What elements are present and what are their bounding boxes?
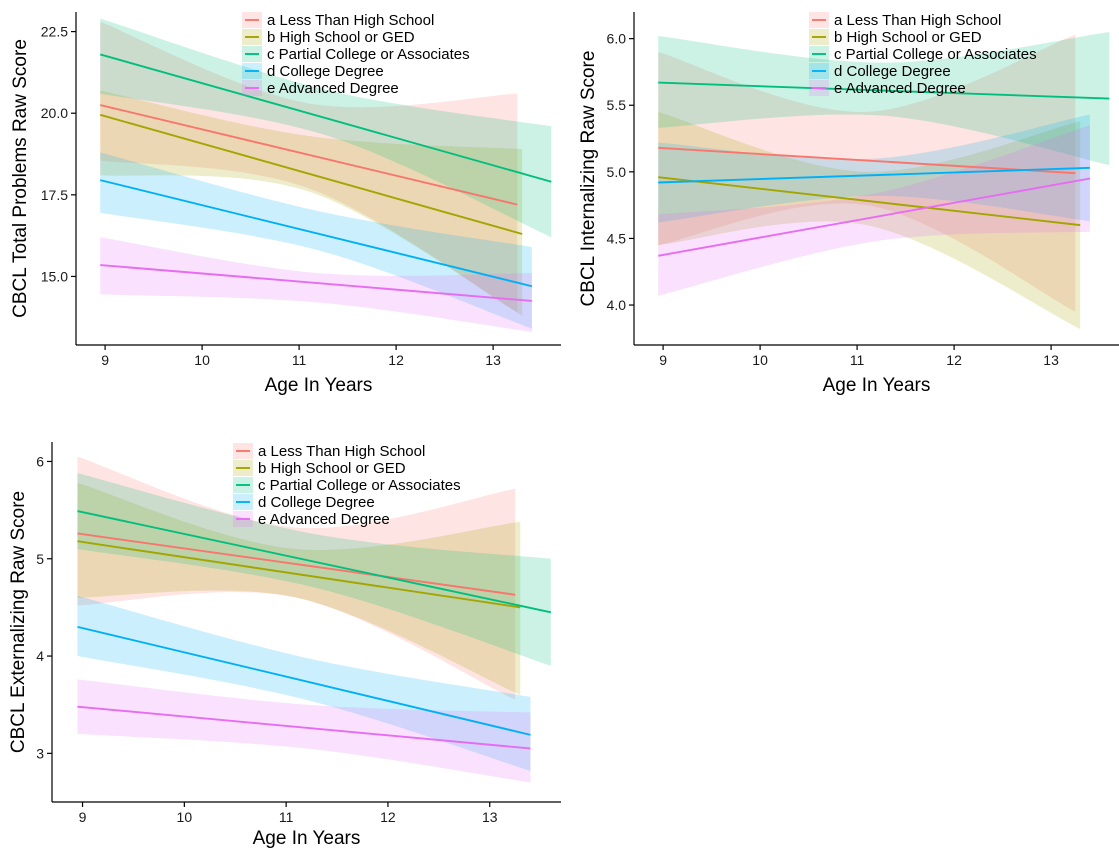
series-line-college-degree [658, 166, 1090, 184]
legend-label-advanced-degree: e Advanced Degree [258, 511, 390, 528]
ci-band-partial-college-or-associates [658, 31, 1110, 166]
series-line-advanced-degree [100, 264, 532, 302]
y-tick-label: 5 [36, 551, 44, 567]
y-tick-label: 4.0 [607, 297, 627, 313]
y-tick-label: 15.0 [41, 268, 68, 284]
ci-band-partial-college-or-associates [77, 473, 551, 666]
x-axis-title: Age In Years [253, 828, 361, 848]
ci-band-college-degree [77, 595, 531, 771]
legend-label-college-degree: d College Degree [834, 63, 951, 80]
series-line-advanced-degree [658, 177, 1091, 257]
x-tick-label: 10 [177, 809, 193, 825]
ci-band-college-degree [100, 152, 532, 329]
series-line-partial-college-or-associates [77, 510, 552, 614]
legend-label-partial-college-or-associates: c Partial College or Associates [267, 46, 470, 63]
ci-band-partial-college-or-associates [100, 18, 552, 238]
y-tick-label: 5.0 [607, 164, 627, 180]
x-tick-label: 11 [292, 352, 307, 368]
legend-label-partial-college-or-associates: c Partial College or Associates [834, 46, 1037, 63]
series-line-college-degree [77, 625, 531, 736]
legend-label-high-school-or-ged: b High School or GED [834, 29, 982, 46]
y-axis-title: CBCL Externalizing Raw Score [8, 491, 29, 753]
chart-panel-3: 9 10 11 12 13 3 4 5 6 Age In Years CBCL Externaliz… [8, 442, 561, 848]
y-tick-label: 17.5 [41, 187, 68, 203]
y-tick-label: 6 [36, 453, 44, 469]
legend-label-college-degree: d College Degree [267, 63, 384, 80]
ci-band-less-than-high-school [77, 456, 516, 700]
legend-label-less-than-high-school: a Less Than High School [834, 12, 1001, 29]
chart-panel-1: 9 10 11 12 13 15.0 17.5 20.0 22.5 Age In Years CBC… [10, 12, 561, 396]
chart-panel-2: 9 10 11 12 13 4.0 4.5 5.0 5.5 6.0 Age In Years CBCL… [578, 12, 1119, 396]
x-tick-label: 13 [485, 352, 501, 368]
series-line-less-than-high-school [77, 532, 516, 596]
x-tick-label: 9 [659, 352, 667, 368]
x-axis-title: Age In Years [265, 375, 373, 396]
x-tick-label: 10 [752, 352, 768, 368]
x-tick-label: 13 [482, 809, 498, 825]
ci-band-high-school-or-ged [100, 90, 523, 316]
x-tick-label: 9 [79, 809, 87, 825]
x-tick-label: 12 [380, 809, 396, 825]
x-tick-label: 13 [1043, 352, 1059, 368]
legend-label-college-degree: d College Degree [258, 494, 375, 511]
y-tick-label: 4.5 [607, 230, 627, 246]
legend-label-high-school-or-ged: b High School or GED [258, 460, 406, 477]
ci-band-advanced-degree [100, 237, 532, 332]
series-line-partial-college-or-associates [99, 53, 552, 183]
ci-band-less-than-high-school [658, 34, 1076, 312]
series-line-partial-college-or-associates [658, 81, 1110, 100]
series-line-less-than-high-school [658, 146, 1076, 175]
x-tick-label: 11 [850, 352, 865, 368]
series-line-high-school-or-ged [99, 113, 523, 235]
legend-label-less-than-high-school: a Less Than High School [267, 12, 434, 29]
y-tick-label: 22.5 [41, 24, 68, 40]
legend-label-partial-college-or-associates: c Partial College or Associates [258, 477, 461, 494]
y-axis-title: CBCL Internalizing Raw Score [578, 51, 599, 307]
y-tick-label: 5.5 [607, 97, 627, 113]
y-tick-label: 4 [36, 648, 44, 664]
legend-label-less-than-high-school: a Less Than High School [258, 443, 425, 460]
y-tick-label: 6.0 [607, 31, 627, 47]
x-tick-label: 10 [194, 352, 210, 368]
x-tick-label: 12 [388, 352, 404, 368]
x-axis-title: Age In Years [823, 375, 931, 396]
y-tick-label: 3 [36, 745, 44, 761]
series-line-college-degree [100, 179, 533, 288]
legend-label-advanced-degree: e Advanced Degree [834, 80, 966, 97]
ci-band-college-degree [658, 114, 1090, 223]
y-axis-title: CBCL Total Problems Raw Score [10, 39, 31, 318]
legend-label-advanced-degree: e Advanced Degree [267, 80, 399, 97]
ci-band-less-than-high-school [100, 21, 518, 313]
series-line-advanced-degree [77, 705, 531, 750]
y-tick-label: 20.0 [41, 105, 68, 121]
legend-label-high-school-or-ged: b High School or GED [267, 29, 415, 46]
x-tick-label: 12 [946, 352, 962, 368]
series-line-high-school-or-ged [658, 176, 1081, 227]
series-line-high-school-or-ged [77, 540, 521, 609]
ci-band-high-school-or-ged [77, 482, 521, 695]
series-line-less-than-high-school [100, 104, 518, 206]
x-tick-label: 11 [279, 809, 294, 825]
x-tick-label: 9 [101, 352, 109, 368]
ci-band-advanced-degree [77, 679, 531, 783]
